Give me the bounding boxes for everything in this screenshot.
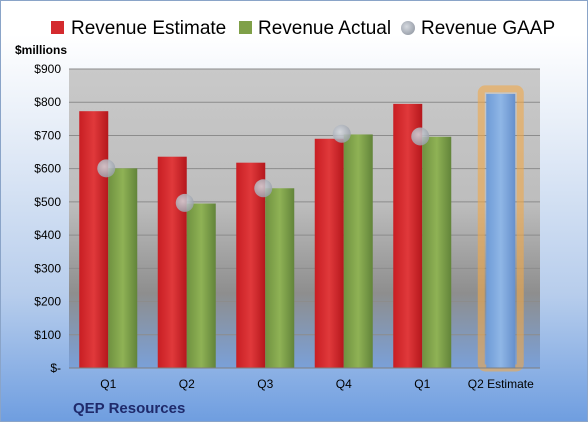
revenue-gaap-marker <box>254 179 273 198</box>
revenue-gaap-marker <box>332 124 351 143</box>
legend-label-revenue-actual: Revenue Actual <box>258 18 391 39</box>
x-axis-ticks: Q1 Q2 Q3 Q4 Q1 Q2 Estimate <box>100 377 534 391</box>
x-tick-label: Q1 <box>100 377 116 391</box>
x-tick-label: Q2 Estimate <box>468 377 534 391</box>
revenue-actual-bar <box>422 136 452 368</box>
chart-legend: Revenue Estimate Revenue Actual Revenue … <box>51 18 555 39</box>
y-tick-label: $600 <box>34 162 61 176</box>
gaap-markers <box>97 124 430 212</box>
revenue-estimate-bar <box>393 103 423 368</box>
legend-swatch-revenue-gaap <box>401 21 415 35</box>
y-tick-label: $300 <box>34 261 61 275</box>
revenue-estimate-bar <box>314 138 344 368</box>
y-tick-label: $100 <box>34 328 61 342</box>
y-tick-label: $500 <box>34 195 61 209</box>
legend-label-revenue-gaap: Revenue GAAP <box>421 18 555 39</box>
company-name: QEP Resources <box>73 400 185 417</box>
revenue-actual-bar <box>108 168 138 368</box>
y-tick-label: $800 <box>34 95 61 109</box>
bars <box>79 85 524 372</box>
y-tick-label: $- <box>50 361 61 375</box>
x-tick-label: Q3 <box>257 377 273 391</box>
revenue-actual-bar <box>265 188 295 368</box>
y-axis-ticks: $- $100 $200 $300 $400 $500 $600 $700 $800 $900 <box>34 62 61 375</box>
revenue-gaap-marker <box>175 193 194 212</box>
legend-swatch-revenue-estimate <box>51 21 64 34</box>
x-tick-label: Q4 <box>336 377 352 391</box>
q2-estimate-bar <box>486 93 516 369</box>
y-unit-label: $millions <box>15 43 67 57</box>
revenue-gaap-marker <box>411 127 430 146</box>
legend-swatch-revenue-actual <box>239 21 252 34</box>
x-tick-label: Q2 <box>179 377 195 391</box>
y-tick-label: $900 <box>34 62 61 76</box>
revenue-actual-bar <box>186 203 216 368</box>
revenue-estimate-bar <box>236 162 266 368</box>
gridlines <box>69 68 540 336</box>
revenue-estimate-bar <box>157 156 187 368</box>
y-tick-label: $400 <box>34 228 61 242</box>
x-tick-label: Q1 <box>414 377 430 391</box>
revenue-actual-bar <box>343 134 373 368</box>
legend-label-revenue-estimate: Revenue Estimate <box>71 18 226 39</box>
revenue-gaap-marker <box>97 159 116 178</box>
y-tick-label: $700 <box>34 128 61 142</box>
plot-area <box>69 69 540 368</box>
y-tick-label: $200 <box>34 295 61 309</box>
revenue-estimate-bar <box>79 111 109 368</box>
